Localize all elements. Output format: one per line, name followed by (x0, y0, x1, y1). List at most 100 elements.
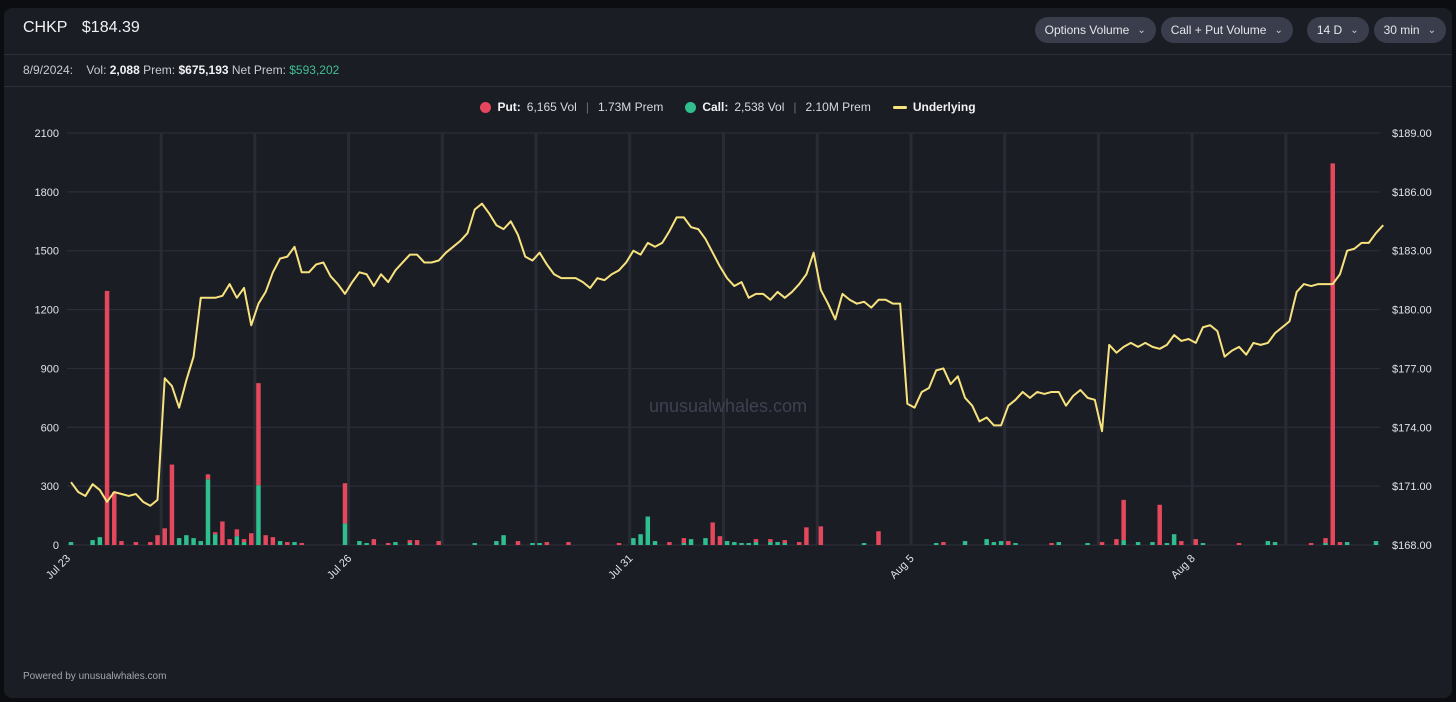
put-bar (407, 540, 413, 544)
put-bar (768, 539, 773, 543)
vol-label: Vol: (86, 63, 107, 77)
underlying-price-line (70, 202, 1384, 507)
call-bar (631, 538, 636, 545)
y-left-tick-label: 0 (53, 540, 59, 552)
legend-call[interactable]: Call: 2,538 Vol | 2.10M Prem (685, 100, 871, 114)
x-tick-label: Aug 8 (1169, 553, 1198, 582)
put-bar (285, 542, 290, 545)
call-bar (688, 539, 694, 545)
put-bar (104, 290, 110, 545)
call-bar (176, 538, 182, 545)
put-bar (1114, 539, 1119, 545)
chart-legend: Put: 6,165 Vol | 1.73M Prem Call: 2,538 … (4, 100, 1452, 114)
put-bar (205, 474, 211, 480)
footer-credit: Powered by unusualwhales.com (23, 671, 167, 682)
range-dropdown[interactable]: 14 D ⌄ (1306, 17, 1369, 43)
call-bar (782, 543, 788, 545)
call-bar (393, 542, 398, 545)
put-dot-icon (480, 101, 492, 113)
legend-underlying[interactable]: Underlying (892, 100, 976, 114)
put-bar (941, 542, 946, 545)
ticker-price: $184.39 (81, 19, 140, 36)
y-right-tick-label: $186.00 (1392, 187, 1432, 199)
call-bar (984, 539, 989, 545)
call-bar (1121, 540, 1126, 545)
call-bar (501, 535, 506, 545)
call-bar (234, 536, 240, 545)
chevron-down-icon: ⌄ (1137, 24, 1146, 36)
call-bar (746, 543, 751, 545)
call-bar (775, 542, 780, 545)
put-bar (1323, 538, 1328, 544)
put-bar (544, 542, 550, 545)
call-bar (198, 541, 204, 545)
put-bar (112, 492, 117, 545)
call-bar (1373, 541, 1379, 545)
put-bar (436, 541, 441, 545)
put-bar (796, 542, 802, 545)
volume-type-dropdown-label: Call + Put Volume (1170, 23, 1267, 37)
call-bar (256, 485, 261, 545)
call-bar (652, 541, 658, 545)
call-dot-icon (685, 101, 697, 113)
put-bar (818, 526, 824, 545)
y-left-tick-label: 900 (41, 363, 59, 375)
put-bar (616, 543, 622, 545)
call-bar (645, 516, 651, 545)
put-bar (256, 383, 261, 486)
call-bar (1200, 543, 1206, 545)
put-bar (119, 541, 124, 545)
chevron-down-icon: ⌄ (1427, 24, 1436, 36)
y-left-tick-label: 1200 (35, 305, 59, 317)
volume-chart: 0 300 600 900 1200 1500 1800 2100 $168.00 $171.00… (35, 128, 1432, 582)
put-bar (263, 535, 268, 545)
put-bar (1193, 539, 1198, 545)
call-bar (1135, 542, 1141, 545)
volume-type-dropdown[interactable]: Call + Put Volume ⌄ (1160, 17, 1293, 43)
put-bar (667, 542, 672, 545)
call-bar (364, 543, 369, 545)
put-bar (515, 541, 521, 545)
put-bar (681, 538, 687, 544)
put-bar (1179, 541, 1184, 545)
y-left-tick-label: 600 (41, 422, 59, 434)
metric-dropdown[interactable]: Options Volume ⌄ (1034, 17, 1156, 43)
call-bar (277, 541, 283, 545)
call-bar (703, 538, 708, 545)
ticker-symbol: CHKP (23, 19, 68, 36)
call-bar (357, 541, 362, 545)
y-left-tick-label: 1800 (35, 187, 59, 199)
put-bar (1157, 504, 1162, 545)
call-bar (739, 543, 744, 545)
x-tick-label: Aug 5 (888, 553, 917, 582)
y-right-tick-label: $189.00 (1392, 128, 1432, 140)
underlying-line-icon (892, 105, 907, 109)
chart-controls: Options Volume ⌄ Call + Put Volume ⌄ 14 D ⌄… (1034, 17, 1446, 43)
x-tick-label: Jul 31 (606, 553, 635, 582)
legend-put[interactable]: Put: 6,165 Vol | 1.73M Prem (480, 100, 663, 114)
call-bar (732, 542, 737, 545)
call-bar (97, 537, 103, 545)
put-bar (241, 539, 247, 543)
y-right-tick-label: $180.00 (1392, 305, 1432, 317)
x-tick-label: Jul 23 (44, 553, 73, 582)
call-bar (1265, 541, 1271, 545)
call-bar (90, 540, 95, 545)
y-right-tick-label: $171.00 (1392, 481, 1432, 493)
y-left-tick-label: 300 (41, 481, 59, 493)
put-bar (155, 535, 160, 545)
y-right-tick-label: $174.00 (1392, 422, 1432, 434)
legend-call-prem: 2.10M Prem (805, 100, 871, 114)
prem-value: $675,193 (178, 63, 229, 77)
interval-dropdown-label: 30 min (1383, 23, 1420, 37)
put-bar (1121, 499, 1126, 541)
put-bar (227, 539, 232, 545)
chevron-down-icon: ⌄ (1350, 24, 1359, 36)
call-bar (191, 538, 196, 545)
call-bar (530, 543, 535, 545)
vol-value: 2,088 (109, 63, 140, 77)
interval-dropdown[interactable]: 30 min ⌄ (1373, 17, 1446, 43)
put-bar (753, 539, 759, 543)
put-bar (710, 522, 715, 545)
y-left-tick-label: 2100 (35, 128, 59, 140)
